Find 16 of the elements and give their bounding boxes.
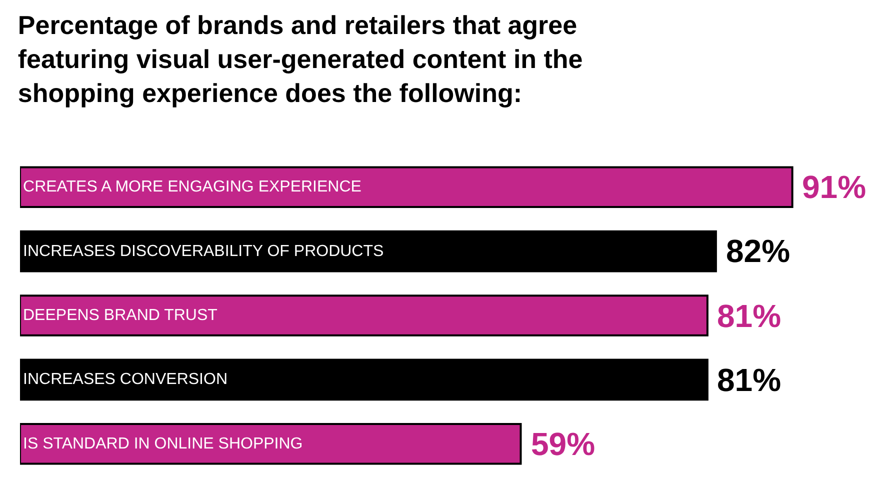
data-label: 81%: [717, 298, 782, 334]
y-tick-label: INCREASES DISCOVERABILITY OF PRODUCTS: [23, 242, 384, 260]
data-label: 81%: [717, 362, 782, 398]
data-label: 59%: [531, 426, 596, 462]
data-label: 91%: [802, 169, 866, 205]
y-tick-label: CREATES A MORE ENGAGING EXPERIENCE: [23, 178, 362, 196]
chart-title: Percentage of brands and retailers that agree featuring visual user-generated content in the shopping experience does the following:: [18, 10, 583, 108]
bar: [20, 294, 708, 336]
bar: [20, 358, 708, 401]
bar: [20, 166, 794, 208]
y-tick-label: IS STANDARD IN ONLINE SHOPPING: [23, 435, 303, 452]
y-tick-label: INCREASES CONVERSION: [23, 371, 228, 388]
data-label: 82%: [726, 233, 790, 269]
bar: [20, 423, 522, 465]
bar: [20, 230, 717, 272]
y-tick-label: DEEPENS BRAND TRUST: [23, 307, 218, 324]
